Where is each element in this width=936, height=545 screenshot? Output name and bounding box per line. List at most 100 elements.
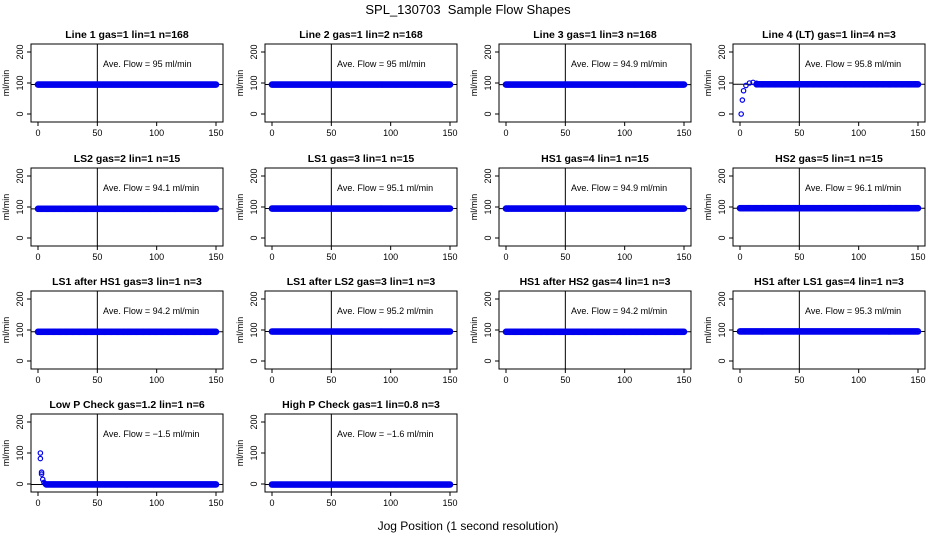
data-point [212, 81, 220, 88]
y-axis-label: ml/min [703, 70, 713, 97]
x-tick-label: 50 [92, 128, 102, 138]
x-tick-label: 150 [676, 375, 691, 385]
x-tick-label: 100 [149, 252, 164, 262]
y-tick-label: 200 [249, 44, 259, 59]
panel-title: HS1 after HS2 gas=4 lin=1 n=3 [520, 276, 671, 288]
data-point [446, 328, 454, 335]
x-tick-label: 100 [851, 252, 866, 262]
panel-9: LS1 after HS1 gas=3 lin=1 n=3 0 50 100 150 0 1… [1, 276, 224, 385]
x-tick-label: 0 [269, 498, 274, 508]
panel-2: Line 2 gas=1 lin=2 n=168 0 50 100 150 0 100 200… [235, 29, 458, 138]
data-point [740, 87, 747, 94]
y-tick-label: 200 [15, 291, 25, 306]
y-tick-label: 100 [717, 322, 727, 337]
y-tick-label: 100 [15, 199, 25, 214]
y-axis-label: ml/min [703, 194, 713, 221]
panel-12: HS1 after LS1 gas=4 lin=1 n=3 0 50 100 150 0 1… [703, 276, 926, 385]
panel-6: LS1 gas=3 lin=1 n=15 0 50 100 150 0 100 200 ml/m… [235, 153, 458, 262]
x-tick-label: 50 [92, 375, 102, 385]
x-tick-label: 50 [92, 252, 102, 262]
x-tick-label: 100 [851, 375, 866, 385]
x-tick-label: 0 [35, 252, 40, 262]
y-tick-label: 200 [15, 414, 25, 429]
y-axis-label: ml/min [235, 317, 245, 344]
x-tick-label: 100 [383, 498, 398, 508]
x-tick-label: 50 [560, 375, 570, 385]
panel-10: LS1 after LS2 gas=3 lin=1 n=3 0 50 100 150 0 1… [235, 276, 458, 385]
data-point [212, 481, 220, 488]
data-point [39, 476, 46, 483]
data-point [446, 481, 454, 488]
plot-frame [264, 413, 458, 493]
panel-title: HS2 gas=5 lin=1 n=15 [775, 153, 883, 165]
y-tick-label: 200 [717, 168, 727, 183]
panel-title: Line 2 gas=1 lin=2 n=168 [299, 29, 423, 41]
data-point [446, 205, 454, 212]
y-tick-label: 0 [717, 111, 727, 116]
average-flow-annotation: Ave. Flow = 94.2 ml/min [571, 306, 667, 316]
y-tick-label: 100 [249, 75, 259, 90]
panel-title: HS1 gas=4 lin=1 n=15 [541, 153, 649, 165]
x-tick-label: 50 [794, 252, 804, 262]
x-tick-label: 0 [503, 375, 508, 385]
x-tick-label: 0 [737, 252, 742, 262]
y-tick-label: 200 [717, 291, 727, 306]
x-tick-label: 150 [910, 375, 925, 385]
x-tick-label: 100 [149, 128, 164, 138]
x-tick-label: 50 [326, 252, 336, 262]
x-tick-label: 150 [910, 128, 925, 138]
y-tick-label: 0 [15, 358, 25, 363]
panel-title: LS1 after LS2 gas=3 lin=1 n=3 [287, 276, 436, 288]
x-tick-label: 0 [503, 128, 508, 138]
y-tick-label: 100 [717, 75, 727, 90]
y-tick-label: 200 [717, 44, 727, 59]
data-point [738, 111, 744, 117]
y-axis-label: ml/min [235, 440, 245, 467]
y-tick-label: 200 [249, 291, 259, 306]
average-flow-annotation: Ave. Flow = 95.8 ml/min [805, 59, 901, 69]
y-tick-label: 0 [717, 358, 727, 363]
x-tick-label: 100 [383, 375, 398, 385]
y-tick-label: 100 [249, 322, 259, 337]
x-tick-label: 0 [503, 252, 508, 262]
data-point [914, 328, 922, 335]
panel-3: Line 3 gas=1 lin=3 n=168 0 50 100 150 0 100 200… [469, 29, 692, 138]
x-tick-label: 50 [326, 128, 336, 138]
y-axis-label: ml/min [469, 317, 479, 344]
data-point [38, 469, 45, 476]
y-axis-label: ml/min [1, 317, 11, 344]
y-tick-label: 200 [249, 168, 259, 183]
y-tick-label: 100 [15, 75, 25, 90]
y-tick-label: 200 [483, 168, 493, 183]
panel-title: LS1 after HS1 gas=3 lin=1 n=3 [52, 276, 202, 288]
x-tick-label: 50 [560, 252, 570, 262]
x-tick-label: 0 [737, 128, 742, 138]
panel-title: LS1 gas=3 lin=1 n=15 [308, 153, 415, 165]
x-tick-label: 150 [676, 252, 691, 262]
panel-title: LS2 gas=2 lin=1 n=15 [74, 153, 181, 165]
x-tick-label: 50 [326, 375, 336, 385]
data-point [37, 450, 44, 456]
y-tick-label: 0 [15, 481, 25, 486]
average-flow-annotation: Ave. Flow = 96.1 ml/min [805, 183, 901, 193]
x-tick-label: 0 [269, 375, 274, 385]
y-tick-label: 0 [15, 235, 25, 240]
y-tick-label: 100 [15, 445, 25, 460]
y-axis-label: ml/min [703, 317, 713, 344]
x-tick-label: 50 [794, 375, 804, 385]
data-point [212, 328, 220, 336]
y-tick-label: 200 [15, 44, 25, 59]
x-tick-label: 0 [269, 128, 274, 138]
panel-title: Line 4 (LT) gas=1 lin=4 n=3 [762, 29, 896, 41]
x-tick-label: 50 [794, 128, 804, 138]
y-axis-label: ml/min [1, 440, 11, 467]
y-tick-label: 100 [483, 75, 493, 90]
data-point [914, 81, 922, 88]
plot-frame [30, 413, 224, 493]
x-tick-label: 50 [92, 498, 102, 508]
data-point [680, 81, 688, 88]
y-tick-label: 0 [249, 111, 259, 116]
x-tick-label: 100 [149, 498, 164, 508]
y-tick-label: 100 [483, 322, 493, 337]
